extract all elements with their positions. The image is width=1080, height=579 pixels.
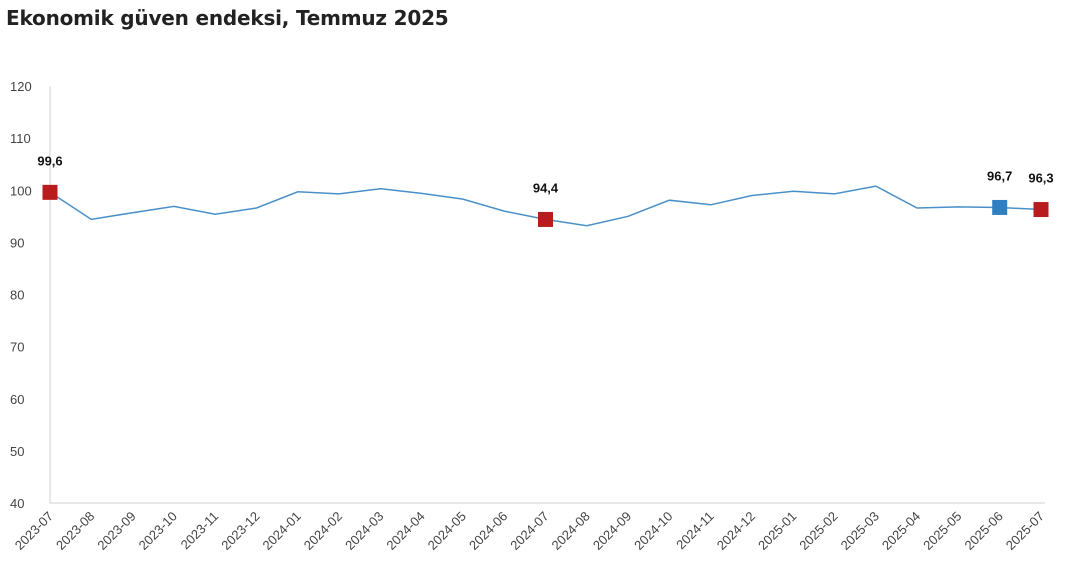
- y-tick-label: 100: [10, 183, 32, 198]
- x-tick-label: 2025-02: [796, 509, 840, 553]
- data-label: 96,3: [1028, 171, 1053, 186]
- highlight-marker: [992, 199, 1008, 215]
- y-tick-labels: 40 50 60 70 80 90 100 110 120: [10, 79, 32, 511]
- chart-title: Ekonomik güven endeksi, Temmuz 2025: [6, 6, 449, 30]
- y-tick-label: 110: [10, 131, 31, 146]
- x-tick-label: 2024-01: [260, 509, 304, 553]
- x-tick-label: 2025-07: [1003, 509, 1047, 553]
- x-tick-label: 2024-05: [425, 509, 469, 553]
- y-tick-label: 80: [10, 288, 24, 303]
- highlight-marker: [538, 211, 553, 227]
- x-tick-label: 2024-03: [342, 509, 386, 553]
- x-tick-label: 2024-12: [714, 509, 758, 553]
- x-tick-labels: 2023-072023-082023-092023-102023-112023-…: [12, 509, 1047, 553]
- axes: [49, 86, 1045, 504]
- x-tick-label: 2025-01: [755, 509, 799, 553]
- data-labels: 99,6 94,4 96,7 96,3: [37, 153, 1053, 195]
- x-tick-label: 2025-06: [961, 509, 1005, 553]
- x-tick-label: 2023-07: [12, 509, 56, 553]
- x-tick-label: 2023-11: [178, 509, 222, 553]
- y-tick-label: 70: [10, 340, 24, 355]
- x-tick-label: 2024-06: [466, 509, 510, 553]
- data-label: 99,6: [37, 153, 62, 168]
- x-tick-label: 2024-09: [590, 509, 634, 553]
- x-tick-label: 2024-08: [549, 509, 593, 553]
- x-tick-label: 2023-12: [218, 509, 262, 553]
- x-tick-label: 2024-02: [301, 509, 345, 553]
- x-tick-label: 2025-05: [920, 509, 964, 553]
- y-tick-label: 50: [10, 444, 24, 459]
- x-tick-label: 2024-11: [673, 509, 717, 553]
- y-tick-label: 120: [10, 79, 32, 94]
- highlight-marker: [42, 184, 58, 200]
- data-label: 96,7: [987, 168, 1012, 183]
- x-tick-label: 2025-03: [838, 509, 882, 553]
- x-tick-label: 2024-10: [631, 509, 675, 553]
- x-tick-label: 2023-10: [136, 509, 180, 553]
- x-tick-label: 2023-08: [53, 509, 97, 553]
- highlight-markers: [42, 184, 1049, 227]
- x-tick-label: 2023-09: [94, 509, 138, 553]
- y-tick-label: 90: [10, 235, 24, 250]
- data-label: 94,4: [533, 180, 559, 195]
- x-tick-label: 2024-07: [507, 509, 551, 553]
- highlight-marker: [1033, 202, 1049, 218]
- y-tick-label: 40: [10, 496, 24, 511]
- x-tick-label: 2024-04: [383, 509, 427, 553]
- x-tick-label: 2025-04: [879, 509, 923, 553]
- y-tick-label: 60: [10, 392, 24, 407]
